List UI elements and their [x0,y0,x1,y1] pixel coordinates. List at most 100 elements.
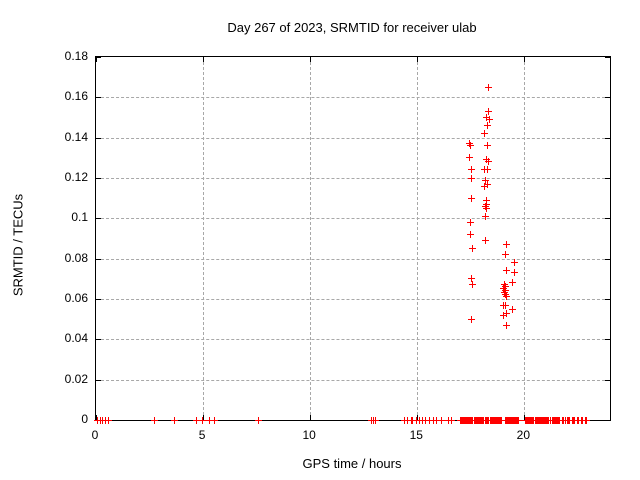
data-point-marker [469,281,476,289]
x-tick-mark [203,57,205,62]
data-point-marker [467,166,475,174]
data-point-marker [482,114,490,121]
data-point-marker [466,140,474,148]
y-tick-label: 0.16 [64,89,88,104]
data-point-marker [502,301,510,309]
data-point-marker [481,182,489,190]
y-tick-label: 0.1 [71,210,88,225]
data-point-marker [501,283,509,291]
y-tick-label: 0.14 [64,129,88,144]
data-point-marker [404,416,412,424]
y-axis-label: SRMTID / TECUs [10,193,26,297]
x-gridline [417,57,419,420]
x-tick-mark [417,415,419,420]
y-tick-mark [605,339,610,341]
data-point-marker [500,285,508,293]
data-point-marker [501,251,509,259]
y-tick-label: 0.12 [64,170,88,184]
data-point-marker [465,154,473,162]
x-tick-mark [417,57,419,62]
y-tick-label: 0.02 [64,371,88,386]
y-tick-mark [605,137,610,139]
y-tick-mark [96,299,101,300]
data-point-marker [481,130,489,138]
y-tick-mark [96,420,101,421]
y-tick-mark [96,379,101,381]
y-tick-mark [605,97,610,99]
y-tick-label: 0.06 [64,291,88,305]
y-tick-mark [605,420,610,421]
y-gridline [96,339,610,341]
x-gridline [524,57,526,420]
y-tick-mark [605,258,610,260]
data-point-marker [510,259,518,267]
y-tick-mark [96,258,101,260]
y-gridline [96,379,610,381]
data-point-marker [502,293,510,301]
y-tick-mark [96,339,101,341]
data-point-marker [206,416,214,424]
data-point-marker [468,194,476,202]
data-point-marker [372,416,380,424]
y-tick-mark [96,137,101,139]
data-point-marker [515,416,523,424]
chart-title: Day 267 of 2023, SRMTID for receiver ula… [227,20,477,35]
data-point-marker [254,416,262,424]
x-tick-label: 5 [198,428,206,442]
y-tick-mark [96,97,101,99]
data-point-marker [501,287,509,295]
data-point-marker [481,176,489,184]
data-point-marker [509,279,517,287]
y-gridline [96,178,610,179]
data-point-marker [466,218,474,226]
data-point-marker [468,245,476,253]
data-point-marker [210,416,218,424]
y-gridline [96,258,610,260]
y-tick-mark [605,57,610,58]
data-point-marker [502,321,510,329]
data-point-marker [500,289,508,297]
data-point-marker [485,116,493,124]
data-point-marker [468,275,476,283]
data-point-marker [482,196,490,204]
x-tick-label: 20 [516,428,530,442]
x-gridline [203,57,205,420]
data-point-marker [483,204,491,212]
data-point-marker [482,156,490,164]
data-point-marker [484,83,492,91]
data-point-marker [468,315,476,323]
data-point-marker [198,416,206,424]
x-tick-mark [524,57,526,62]
y-tick-label: 0.08 [64,250,88,265]
data-point-marker [448,416,456,424]
data-point-marker [468,174,476,182]
x-tick-mark [96,415,97,420]
data-point-marker [502,309,510,317]
data-point-marker [425,416,433,424]
y-gridline [96,97,610,99]
x-tick-mark [524,415,526,420]
y-tick-mark [605,218,610,220]
data-point-marker [503,267,511,275]
data-point-marker [437,416,445,424]
data-point-marker [193,416,201,424]
x-tick-mark [203,415,205,420]
x-tick-mark [310,57,312,62]
data-point-marker [409,416,417,424]
y-tick-mark [96,218,101,220]
data-point-marker [483,142,491,150]
data-point-marker [483,166,491,174]
data-point-marker [151,416,159,424]
data-point-marker [502,241,510,249]
data-point-marker [466,230,474,238]
x-tick-mark [310,415,312,420]
plot-area [93,56,611,424]
data-point-marker [500,281,508,289]
x-gridline [310,57,312,420]
data-point-marker [104,416,112,424]
data-point-marker [483,122,491,130]
data-point-marker [511,269,519,277]
y-tick-mark [96,178,101,179]
data-point-marker [171,416,179,424]
x-tick-label: 10 [302,428,316,442]
